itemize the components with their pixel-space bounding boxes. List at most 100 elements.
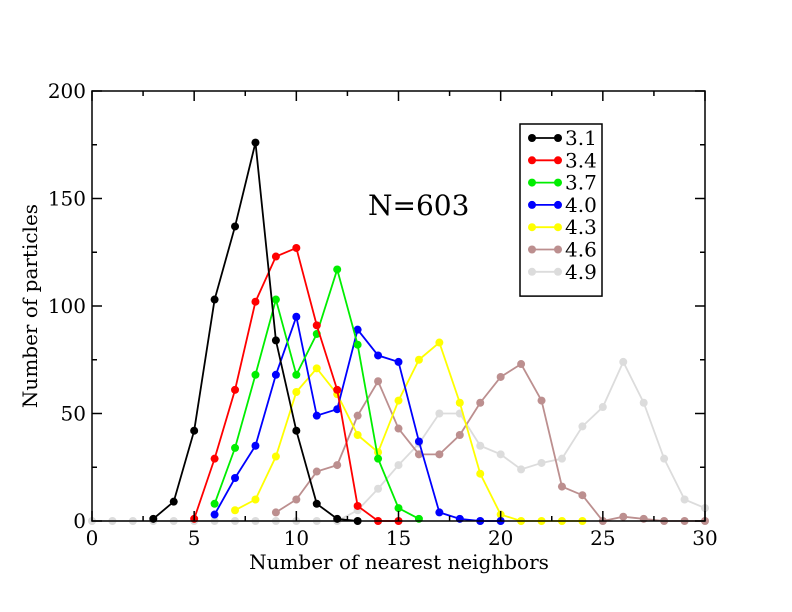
legend-marker: [554, 223, 562, 232]
y-axis-label: Number of particles: [18, 204, 42, 408]
x-tick-label: 10: [284, 526, 309, 550]
data-point: [517, 465, 526, 474]
data-point: [455, 431, 464, 439]
data-point: [251, 138, 260, 147]
data-point: [680, 495, 689, 504]
legend-marker: [528, 245, 536, 254]
data-point: [639, 398, 648, 407]
data-point: [435, 450, 444, 459]
data-point: [537, 396, 546, 405]
legend-label: 3.7: [565, 171, 597, 195]
legend-marker: [528, 156, 536, 165]
data-point: [353, 411, 362, 420]
data-point: [292, 370, 301, 379]
data-point: [353, 501, 362, 510]
data-point: [333, 385, 342, 394]
data-point: [292, 426, 301, 435]
x-tick-label: 25: [590, 526, 615, 550]
data-point: [251, 441, 260, 450]
data-point: [231, 385, 240, 394]
legend-item: 4.0: [528, 193, 597, 217]
legend-label: 4.9: [565, 260, 597, 284]
legend-marker: [554, 134, 562, 142]
legend-box: [519, 123, 603, 297]
data-point: [374, 484, 383, 493]
legend-marker: [554, 245, 562, 254]
data-point: [394, 357, 403, 366]
data-point: [271, 452, 280, 461]
y-tick-label: 50: [61, 402, 86, 426]
data-point: [435, 409, 444, 418]
data-point: [271, 370, 280, 379]
x-tick-label: 30: [692, 526, 717, 550]
legend-label: 4.3: [565, 215, 597, 239]
legend-marker: [554, 156, 562, 165]
data-point: [598, 403, 607, 412]
data-point: [271, 295, 280, 304]
data-point: [312, 411, 321, 420]
data-point: [271, 252, 280, 261]
legend-label: 4.6: [565, 238, 597, 262]
data-point: [312, 364, 321, 373]
data-point: [578, 491, 587, 500]
legend-item: 3.7: [528, 171, 597, 195]
data-point: [537, 458, 546, 467]
data-point: [414, 355, 423, 364]
data-point: [271, 508, 280, 517]
data-point: [333, 461, 342, 470]
data-point: [292, 312, 301, 321]
data-point: [394, 461, 403, 470]
data-point: [231, 222, 240, 231]
data-point: [292, 495, 301, 504]
x-tick-label: 5: [188, 526, 201, 550]
data-point: [312, 321, 321, 330]
legend-item: 4.6: [528, 238, 597, 262]
data-point: [374, 377, 383, 386]
x-axis-label: Number of nearest neighbors: [249, 550, 549, 574]
data-point: [394, 424, 403, 433]
data-point: [353, 325, 362, 334]
data-point: [190, 426, 199, 435]
legend-label: 4.0: [565, 193, 597, 217]
data-point: [292, 243, 301, 252]
series-line: [275, 362, 705, 522]
data-point: [476, 469, 485, 478]
data-point: [394, 504, 403, 513]
series-4-0: [210, 312, 505, 525]
y-tick-label: 200: [48, 79, 86, 103]
legend-marker: [528, 134, 536, 142]
data-point: [312, 499, 321, 508]
data-point: [619, 357, 628, 366]
legend-item: 4.3: [528, 215, 597, 239]
data-point: [231, 443, 240, 452]
legend-item: 4.9: [528, 260, 597, 284]
data-point: [557, 482, 566, 491]
legend-item: 3.4: [528, 148, 597, 172]
data-point: [169, 497, 178, 506]
data-point: [414, 437, 423, 446]
data-point: [435, 338, 444, 347]
data-point: [496, 450, 505, 459]
data-point: [292, 388, 301, 396]
data-point: [557, 454, 566, 463]
series-3-1: [149, 138, 362, 525]
legend-item: 3.1: [528, 126, 597, 150]
data-point: [660, 454, 669, 463]
data-point: [578, 422, 587, 431]
x-tick-label: 20: [488, 526, 513, 550]
data-point: [394, 396, 403, 405]
legend-marker: [554, 200, 562, 209]
data-point: [210, 295, 219, 304]
data-point: [619, 512, 628, 521]
data-point: [210, 510, 219, 519]
data-point: [374, 454, 383, 463]
data-point: [210, 454, 219, 463]
y-tick-label: 0: [73, 509, 86, 533]
sample-size-annotation: N=603: [368, 189, 469, 222]
data-point: [251, 297, 260, 306]
data-point: [476, 398, 485, 407]
legend-marker: [554, 267, 562, 276]
y-tick-label: 100: [48, 294, 86, 318]
axes-layer: 0 5 10 15 20 25 30 0 50 100 150 200: [48, 79, 718, 550]
